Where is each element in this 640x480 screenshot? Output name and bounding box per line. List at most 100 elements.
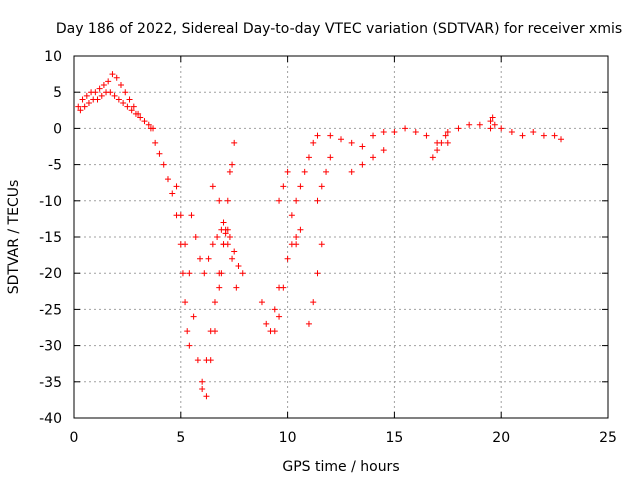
data-point bbox=[558, 136, 565, 143]
data-point bbox=[197, 255, 204, 262]
data-point bbox=[276, 197, 283, 204]
y-tick-label: -15 bbox=[39, 230, 62, 246]
data-point bbox=[120, 100, 127, 107]
data-point bbox=[182, 241, 189, 248]
data-point bbox=[194, 357, 201, 364]
data-point bbox=[190, 313, 197, 320]
data-point bbox=[487, 118, 494, 125]
x-tick-label: 10 bbox=[279, 430, 297, 446]
data-point bbox=[380, 129, 387, 136]
data-point bbox=[124, 103, 131, 110]
data-point bbox=[173, 183, 180, 190]
data-point bbox=[113, 74, 120, 81]
series-spike-b bbox=[218, 139, 238, 277]
data-point bbox=[301, 168, 308, 175]
y-tick-label: 10 bbox=[44, 49, 62, 65]
data-point bbox=[444, 129, 451, 136]
data-point bbox=[318, 183, 325, 190]
data-point bbox=[466, 121, 473, 128]
data-point bbox=[276, 313, 283, 320]
data-point bbox=[137, 114, 144, 121]
series-recovery-b bbox=[207, 161, 236, 364]
data-point bbox=[224, 197, 231, 204]
data-point bbox=[297, 183, 304, 190]
data-point bbox=[214, 234, 221, 240]
data-point bbox=[455, 125, 462, 132]
data-point bbox=[226, 234, 233, 240]
data-point bbox=[128, 107, 135, 114]
data-point bbox=[109, 71, 116, 78]
data-point bbox=[160, 161, 167, 168]
data-point bbox=[186, 342, 193, 349]
data-point bbox=[438, 139, 445, 146]
y-tick-label: -35 bbox=[39, 375, 62, 391]
data-point bbox=[115, 96, 122, 103]
data-point bbox=[224, 241, 231, 248]
data-point bbox=[199, 378, 206, 385]
data-point bbox=[216, 284, 223, 291]
data-point bbox=[338, 136, 344, 143]
data-point bbox=[434, 147, 441, 154]
data-point bbox=[370, 132, 377, 139]
data-point bbox=[540, 132, 547, 139]
data-point bbox=[96, 85, 103, 92]
data-point bbox=[239, 270, 246, 277]
data-point bbox=[229, 161, 236, 168]
data-point bbox=[226, 168, 233, 175]
y-tick-label: 0 bbox=[53, 121, 62, 137]
series-spike-a bbox=[209, 183, 240, 291]
data-point bbox=[519, 132, 526, 139]
data-point bbox=[284, 255, 291, 262]
data-point bbox=[188, 212, 195, 219]
data-point bbox=[111, 92, 118, 99]
data-point bbox=[491, 121, 498, 128]
data-point bbox=[263, 320, 270, 327]
data-point bbox=[305, 154, 312, 161]
series-mid-b bbox=[271, 234, 300, 335]
data-point bbox=[211, 299, 218, 306]
data-point bbox=[293, 241, 300, 248]
series-mid-e bbox=[305, 241, 325, 327]
data-point bbox=[359, 161, 366, 168]
data-point bbox=[530, 129, 537, 136]
data-point bbox=[218, 270, 225, 277]
series-recovery-a bbox=[199, 226, 231, 385]
chart-title: Day 186 of 2022, Sidereal Day-to-day VTE… bbox=[56, 21, 622, 37]
x-axis-label: GPS time / hours bbox=[282, 459, 399, 475]
data-point bbox=[179, 270, 186, 277]
data-point bbox=[107, 89, 114, 96]
series-late-b bbox=[348, 147, 387, 175]
data-point bbox=[314, 132, 321, 139]
data-point bbox=[209, 183, 216, 190]
series-late-c bbox=[429, 132, 449, 161]
series-mid-f bbox=[314, 154, 334, 204]
data-point bbox=[229, 255, 236, 262]
data-point bbox=[314, 197, 321, 204]
data-point bbox=[380, 147, 387, 154]
data-point bbox=[182, 299, 189, 306]
data-point bbox=[152, 139, 159, 146]
data-point bbox=[141, 118, 148, 125]
data-point bbox=[235, 262, 242, 269]
data-point bbox=[199, 386, 206, 393]
data-point bbox=[130, 103, 137, 110]
y-tick-label: -10 bbox=[39, 194, 62, 210]
data-point bbox=[487, 125, 494, 132]
data-point bbox=[348, 139, 355, 146]
y-tick-label: -5 bbox=[48, 158, 62, 174]
data-point bbox=[83, 92, 90, 99]
data-point bbox=[211, 328, 218, 335]
data-point bbox=[323, 168, 330, 175]
data-point bbox=[429, 154, 436, 161]
data-point bbox=[297, 226, 304, 233]
series-mid-c bbox=[276, 168, 304, 248]
data-point bbox=[231, 248, 238, 255]
series-descent-b bbox=[173, 183, 210, 400]
data-point bbox=[348, 168, 355, 175]
series-mid-d bbox=[293, 132, 321, 204]
y-tick-label: -30 bbox=[39, 339, 62, 355]
data-point bbox=[126, 96, 133, 103]
data-point bbox=[327, 154, 334, 161]
y-tick-label: -20 bbox=[39, 266, 62, 282]
y-tick-labels: 10 5 0 -5 -10 -15 -20 -25 -30 -35 -40 bbox=[39, 49, 62, 427]
